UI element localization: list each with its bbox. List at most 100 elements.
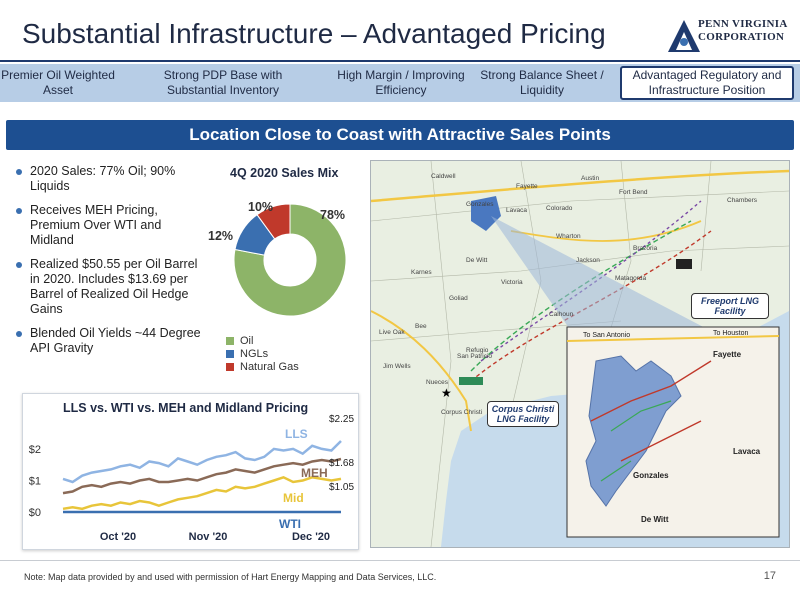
x-tick-label: Oct '20 bbox=[100, 531, 136, 543]
county-label: Gonzales bbox=[466, 201, 494, 208]
sales-mix-donut-chart bbox=[233, 203, 347, 317]
series-name-label: Mid bbox=[283, 491, 304, 505]
freeport-facility-icon bbox=[676, 259, 692, 269]
corpus-christi-facility-icon bbox=[459, 377, 483, 385]
inset-label-gonzales: Gonzales bbox=[633, 471, 669, 480]
series-line-mid bbox=[62, 475, 342, 511]
acreage-area bbox=[471, 196, 501, 231]
bullet-dot-icon bbox=[16, 208, 22, 214]
bullet-item: Realized $50.55 per Oil Barrel in 2020. … bbox=[14, 257, 204, 317]
company-logo bbox=[668, 20, 700, 52]
logo-text: PENN VIRGINIA CORPORATION bbox=[698, 18, 788, 44]
county-label: Fort Bend bbox=[619, 189, 648, 196]
county-label: Jackson bbox=[576, 257, 600, 264]
legend-label: Oil bbox=[240, 334, 254, 347]
series-line-meh bbox=[62, 457, 342, 495]
bullet-text: Receives MEH Pricing, Premium Over WTI a… bbox=[30, 203, 162, 247]
legend-swatch bbox=[226, 336, 234, 345]
header-divider bbox=[0, 60, 800, 62]
series-line-lls bbox=[62, 440, 342, 484]
series-end-value-label: $1.05 bbox=[329, 482, 354, 493]
county-label: Corpus Christi bbox=[441, 409, 483, 416]
tab-regulatory-infrastructure[interactable]: Advantaged Regulatory and Infrastructure… bbox=[620, 66, 794, 100]
county-label: Lavaca bbox=[506, 207, 527, 214]
footer-divider bbox=[0, 560, 800, 561]
pie-label-oil: 78% bbox=[320, 208, 346, 222]
bullet-text: 2020 Sales: 77% Oil; 90% Liquids bbox=[30, 164, 176, 193]
county-label: Colorado bbox=[546, 205, 573, 212]
inset-label-san-antonio: To San Antonio bbox=[583, 332, 631, 339]
bullet-text: Blended Oil Yields ~44 Degree API Gravit… bbox=[30, 326, 201, 355]
y-tick-label: $1 bbox=[29, 475, 41, 487]
callout-corpus-christi: Corpus Christi LNG Facility bbox=[487, 401, 559, 427]
pie-chart-title: 4Q 2020 Sales Mix bbox=[230, 166, 339, 180]
county-label: Wharton bbox=[556, 233, 581, 240]
county-label: Bee bbox=[415, 323, 427, 330]
y-tick-label: $0 bbox=[29, 507, 41, 519]
inset-highway bbox=[566, 335, 780, 342]
inset-label-lavaca: Lavaca bbox=[733, 447, 761, 456]
zoom-wedge bbox=[491, 216, 711, 331]
x-tick-label: Nov '20 bbox=[189, 531, 228, 543]
inset-green-lines bbox=[600, 400, 672, 482]
county-label: Victoria bbox=[501, 279, 523, 286]
logo-line-2: CORPORATION bbox=[698, 31, 785, 43]
legend-item-oil: Oil bbox=[226, 334, 299, 347]
series-end-value-label: $1.68 bbox=[329, 458, 354, 469]
county-label: Austin bbox=[581, 175, 600, 182]
key-points-list: 2020 Sales: 77% Oil; 90% Liquids Receive… bbox=[14, 164, 204, 365]
legend-item-gas: Natural Gas bbox=[226, 360, 299, 373]
bullet-item: 2020 Sales: 77% Oil; 90% Liquids bbox=[14, 164, 204, 194]
star-icon: ★ bbox=[441, 386, 452, 400]
pie-label-ngl: 12% bbox=[208, 229, 234, 243]
tab-balance-sheet[interactable]: Strong Balance Sheet / Liquidity bbox=[480, 68, 604, 97]
pie-slice-oil bbox=[233, 203, 347, 317]
legend-item-ngl: NGLs bbox=[226, 347, 299, 360]
legend-swatch bbox=[226, 349, 234, 358]
map-graphic: ★ bbox=[371, 161, 789, 547]
inset-label-fayette: Fayette bbox=[713, 350, 742, 359]
pie-legend: Oil NGLs Natural Gas bbox=[226, 334, 299, 373]
county-label: De Witt bbox=[466, 257, 488, 264]
county-label: Caldwell bbox=[431, 173, 456, 180]
callout-freeport: Freeport LNG Facility bbox=[691, 293, 769, 319]
tab-strong-pdp[interactable]: Strong PDP Base with Substantial Invento… bbox=[163, 68, 283, 97]
inset-gathering-lines bbox=[590, 360, 712, 462]
county-label: Live Oak bbox=[379, 329, 405, 336]
y-tick-label: $2 bbox=[29, 444, 41, 456]
legend-label: NGLs bbox=[240, 347, 269, 360]
county-label: Goliad bbox=[449, 295, 468, 302]
legend-swatch bbox=[226, 362, 234, 371]
county-label: Fayette bbox=[516, 183, 538, 190]
pricing-line-chart-panel: LLS vs. WTI vs. MEH and Midland Pricing $… bbox=[22, 393, 359, 550]
series-end-value-label: $2.25 bbox=[329, 414, 354, 425]
county-label: Jim Wells bbox=[383, 363, 411, 370]
tab-premier-oil[interactable]: Premier Oil Weighted Asset bbox=[1, 68, 115, 97]
county-label: Brazoria bbox=[633, 245, 658, 252]
texas-gulf-coast-map: ★ To San Antonio To Houston Fayette Lava… bbox=[370, 160, 790, 548]
page-number: 17 bbox=[763, 570, 776, 582]
bullet-dot-icon bbox=[16, 262, 22, 268]
footer-note: Note: Map data provided by and used with… bbox=[24, 572, 437, 582]
section-banner: Location Close to Coast with Attractive … bbox=[6, 120, 794, 150]
inset-label-dewitt: De Witt bbox=[641, 515, 669, 524]
county-label: Matagorda bbox=[615, 275, 647, 282]
legend-label: Natural Gas bbox=[240, 360, 299, 373]
inset-acreage bbox=[585, 355, 682, 507]
bullet-item: Blended Oil Yields ~44 Degree API Gravit… bbox=[14, 326, 204, 356]
bullet-dot-icon bbox=[16, 169, 22, 175]
county-label: Calhoun bbox=[549, 311, 574, 318]
county-label: Nueces bbox=[426, 379, 449, 386]
series-name-label: WTI bbox=[279, 517, 301, 531]
line-chart-title: LLS vs. WTI vs. MEH and Midland Pricing bbox=[63, 401, 308, 415]
series-name-label: LLS bbox=[285, 427, 308, 441]
tab-high-margin[interactable]: High Margin / Improving Efficiency bbox=[337, 68, 465, 97]
inset-label-houston: To Houston bbox=[713, 330, 749, 337]
bullet-text: Realized $50.55 per Oil Barrel in 2020. … bbox=[30, 257, 198, 316]
pie-label-gas: 10% bbox=[248, 200, 274, 214]
county-label: San Patricio bbox=[457, 353, 493, 360]
pricing-line-chart: LLS vs. WTI vs. MEH and Midland Pricing $… bbox=[29, 401, 355, 543]
bullet-item: Receives MEH Pricing, Premium Over WTI a… bbox=[14, 203, 204, 248]
page-title: Substantial Infrastructure – Advantaged … bbox=[22, 18, 606, 49]
section-tabs: Premier Oil Weighted Asset Strong PDP Ba… bbox=[0, 64, 800, 102]
